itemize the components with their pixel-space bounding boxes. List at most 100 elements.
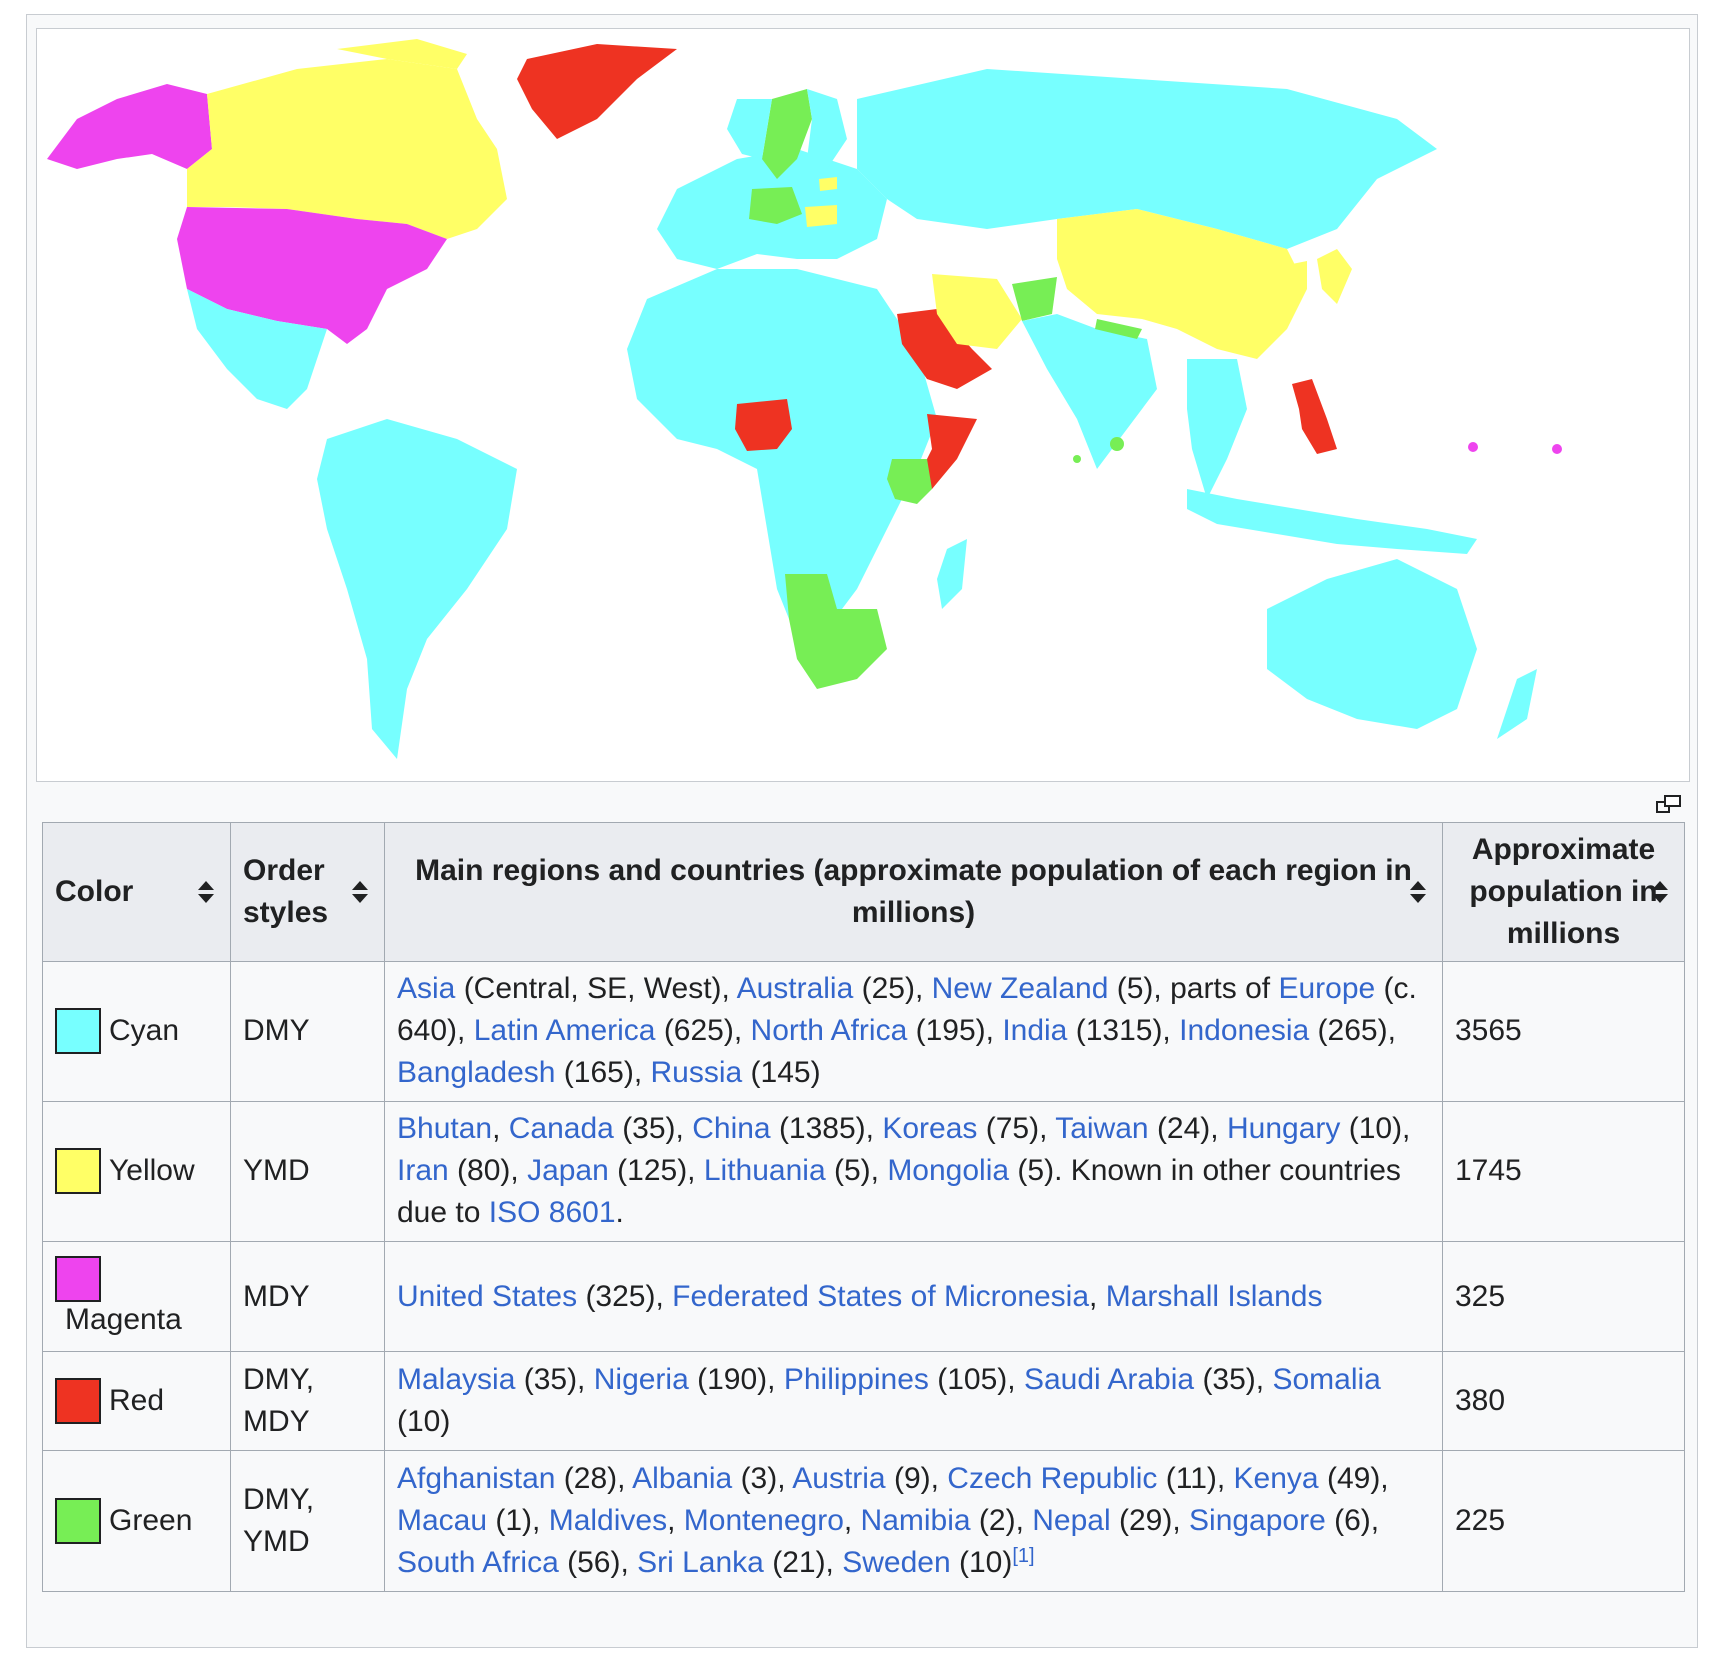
color-name: Yellow	[109, 1154, 195, 1188]
table-row: Cyan DMY Asia (Central, SE, West), Austr…	[42, 961, 1685, 1102]
link-europe[interactable]: Europe	[1278, 972, 1376, 1006]
link-micronesia[interactable]: Federated States of Micronesia	[672, 1279, 1090, 1313]
reference-link[interactable]: [1]	[1012, 1545, 1035, 1568]
link-austria[interactable]: Austria	[792, 1462, 886, 1496]
header-color-label: Color	[55, 875, 134, 908]
link-asia[interactable]: Asia	[397, 972, 456, 1006]
order-cell: DMY, MDY	[230, 1351, 385, 1452]
link-kenya[interactable]: Kenya	[1233, 1462, 1319, 1496]
link-malaysia[interactable]: Malaysia	[397, 1363, 516, 1397]
region-note: (125),	[608, 1154, 704, 1188]
map-madagascar	[937, 539, 967, 609]
sort-icon[interactable]	[196, 879, 216, 905]
link-somalia[interactable]: Somalia	[1272, 1363, 1381, 1397]
header-population[interactable]: Approximate population in millions	[1442, 822, 1685, 962]
link-nepal[interactable]: Nepal	[1032, 1504, 1111, 1538]
map-russia	[857, 69, 1437, 249]
link-lithuania[interactable]: Lithuania	[703, 1154, 826, 1188]
region-note: (25),	[853, 972, 932, 1006]
link-canada[interactable]: Canada	[508, 1112, 614, 1146]
map-philippines	[1292, 379, 1337, 454]
map-czech-austria	[749, 187, 802, 224]
map-kenya	[887, 459, 932, 504]
link-iran[interactable]: Iran	[397, 1154, 449, 1188]
map-sri-lanka	[1110, 437, 1124, 451]
link-bhutan[interactable]: Bhutan	[397, 1112, 493, 1146]
link-russia[interactable]: Russia	[650, 1056, 743, 1090]
map-greenland	[517, 44, 677, 139]
link-albania[interactable]: Albania	[632, 1462, 733, 1496]
enlarge-icon[interactable]	[1656, 794, 1682, 814]
date-format-table: Color Order styles Main regions and coun…	[42, 822, 1685, 1592]
link-sweden[interactable]: Sweden	[842, 1546, 951, 1580]
link-taiwan[interactable]: Taiwan	[1055, 1112, 1149, 1146]
link-montenegro[interactable]: Montenegro	[683, 1504, 844, 1538]
color-name: Cyan	[109, 1014, 180, 1048]
link-hungary[interactable]: Hungary	[1226, 1112, 1341, 1146]
map-lithuania	[819, 177, 837, 191]
region-note: (9),	[885, 1462, 948, 1496]
link-united-states[interactable]: United States	[397, 1279, 578, 1313]
color-cell: Red	[42, 1351, 231, 1452]
map-australia	[1267, 559, 1477, 729]
region-note: (10),	[1340, 1112, 1411, 1146]
link-japan[interactable]: Japan	[527, 1154, 609, 1188]
map-mexico	[187, 289, 327, 409]
table-row: Green DMY, YMD Afghanistan (28), Albania …	[42, 1450, 1685, 1592]
map-iran	[932, 274, 1022, 349]
link-china[interactable]: China	[692, 1112, 771, 1146]
color-name: Green	[109, 1504, 193, 1538]
link-new-zealand[interactable]: New Zealand	[931, 972, 1109, 1006]
link-india[interactable]: India	[1002, 1014, 1068, 1048]
map-maldives	[1073, 455, 1081, 463]
region-note: .	[615, 1196, 624, 1230]
region-note: (24),	[1148, 1112, 1227, 1146]
link-indonesia[interactable]: Indonesia	[1179, 1014, 1310, 1048]
link-south-africa[interactable]: South Africa	[397, 1546, 559, 1580]
color-name: Red	[109, 1384, 165, 1418]
link-czech-republic[interactable]: Czech Republic	[947, 1462, 1158, 1496]
sort-icon[interactable]	[1650, 879, 1670, 905]
header-regions-label: Main regions and countries (approximate …	[415, 854, 1412, 929]
map-usa	[177, 207, 447, 344]
link-bangladesh[interactable]: Bangladesh	[397, 1056, 556, 1090]
link-namibia[interactable]: Namibia	[860, 1504, 971, 1538]
region-note: (145)	[742, 1056, 821, 1090]
link-nigeria[interactable]: Nigeria	[593, 1363, 689, 1397]
table-row: Yellow YMD Bhutan, Canada (35), China (1…	[42, 1100, 1685, 1242]
link-north-africa[interactable]: North Africa	[750, 1014, 908, 1048]
order-line: MDY	[243, 1405, 310, 1439]
link-latin-america[interactable]: Latin America	[473, 1014, 656, 1048]
link-macau[interactable]: Macau	[397, 1504, 488, 1538]
link-philippines[interactable]: Philippines	[783, 1363, 929, 1397]
link-koreas[interactable]: Koreas	[882, 1112, 978, 1146]
sort-icon[interactable]	[350, 879, 370, 905]
color-cell: Magenta	[42, 1240, 231, 1353]
map-canada	[187, 59, 507, 239]
header-regions[interactable]: Main regions and countries (approximate …	[384, 822, 1443, 962]
header-population-label: Approximate population in millions	[1469, 833, 1658, 950]
link-iso-8601[interactable]: ISO 8601	[488, 1196, 616, 1230]
region-note: (625),	[655, 1014, 751, 1048]
sort-icon[interactable]	[1408, 879, 1428, 905]
link-sri-lanka[interactable]: Sri Lanka	[637, 1546, 764, 1580]
regions-cell: Asia (Central, SE, West), Australia (25)…	[384, 961, 1443, 1102]
region-note: ,	[843, 1504, 861, 1538]
map-indonesia	[1187, 489, 1477, 554]
region-note: (325),	[577, 1279, 673, 1313]
region-note: (80),	[448, 1154, 528, 1188]
link-saudi-arabia[interactable]: Saudi Arabia	[1023, 1363, 1195, 1397]
map-canada-islands	[337, 39, 467, 69]
world-map[interactable]	[36, 28, 1690, 782]
link-singapore[interactable]: Singapore	[1189, 1504, 1326, 1538]
link-mongolia[interactable]: Mongolia	[887, 1154, 1010, 1188]
region-note: (c. 640),	[397, 972, 1417, 1048]
header-color[interactable]: Color	[42, 822, 231, 962]
link-maldives[interactable]: Maldives	[548, 1504, 668, 1538]
region-note: (21),	[763, 1546, 843, 1580]
link-marshall-islands[interactable]: Marshall Islands	[1105, 1279, 1323, 1313]
region-note: (6),	[1325, 1504, 1380, 1538]
link-australia[interactable]: Australia	[736, 972, 854, 1006]
header-order-styles[interactable]: Order styles	[230, 822, 385, 962]
link-afghanistan[interactable]: Afghanistan	[397, 1462, 556, 1496]
